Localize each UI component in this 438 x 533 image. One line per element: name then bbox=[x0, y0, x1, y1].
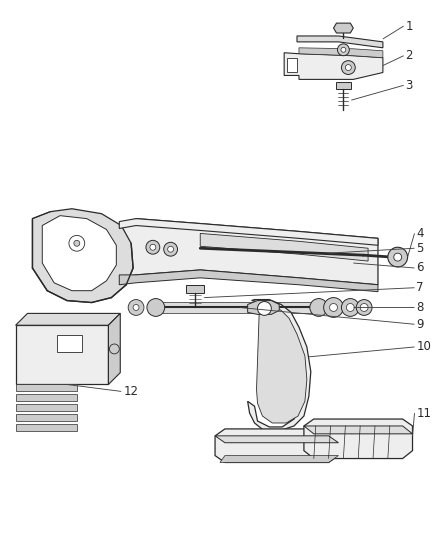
Circle shape bbox=[258, 302, 271, 316]
Circle shape bbox=[356, 300, 372, 316]
Polygon shape bbox=[336, 83, 351, 89]
Polygon shape bbox=[299, 48, 383, 58]
Circle shape bbox=[346, 303, 354, 311]
Polygon shape bbox=[187, 285, 204, 293]
Text: 4: 4 bbox=[417, 227, 424, 240]
Polygon shape bbox=[257, 304, 307, 423]
Circle shape bbox=[342, 61, 355, 75]
Polygon shape bbox=[200, 233, 368, 261]
Polygon shape bbox=[16, 313, 120, 325]
Circle shape bbox=[150, 244, 156, 250]
Polygon shape bbox=[119, 219, 378, 285]
Text: 7: 7 bbox=[417, 281, 424, 294]
Text: 1: 1 bbox=[406, 20, 413, 33]
Polygon shape bbox=[16, 414, 77, 421]
Polygon shape bbox=[119, 219, 378, 245]
Circle shape bbox=[324, 297, 343, 317]
Polygon shape bbox=[215, 429, 339, 463]
Circle shape bbox=[146, 240, 160, 254]
Circle shape bbox=[164, 243, 177, 256]
Polygon shape bbox=[16, 424, 77, 431]
Polygon shape bbox=[156, 302, 319, 313]
Text: 6: 6 bbox=[417, 262, 424, 274]
Circle shape bbox=[310, 298, 328, 317]
Polygon shape bbox=[304, 419, 413, 458]
Circle shape bbox=[110, 344, 119, 354]
Circle shape bbox=[388, 247, 408, 267]
Polygon shape bbox=[247, 301, 279, 314]
Circle shape bbox=[337, 44, 350, 56]
Polygon shape bbox=[333, 23, 353, 33]
Circle shape bbox=[128, 300, 144, 316]
Text: 8: 8 bbox=[417, 301, 424, 314]
Polygon shape bbox=[247, 300, 311, 431]
Text: 5: 5 bbox=[417, 242, 424, 255]
Polygon shape bbox=[16, 404, 77, 411]
Circle shape bbox=[346, 64, 351, 70]
Polygon shape bbox=[304, 426, 413, 434]
Circle shape bbox=[342, 298, 359, 317]
Circle shape bbox=[168, 246, 173, 252]
Circle shape bbox=[394, 253, 402, 261]
Circle shape bbox=[360, 303, 368, 311]
Circle shape bbox=[69, 236, 85, 251]
Circle shape bbox=[133, 304, 139, 310]
Polygon shape bbox=[16, 384, 77, 391]
Text: 3: 3 bbox=[406, 79, 413, 92]
Polygon shape bbox=[297, 36, 383, 48]
Polygon shape bbox=[119, 270, 378, 292]
Circle shape bbox=[147, 298, 165, 317]
Polygon shape bbox=[42, 216, 117, 290]
Text: 9: 9 bbox=[417, 318, 424, 331]
Polygon shape bbox=[32, 209, 133, 303]
Circle shape bbox=[341, 47, 346, 52]
Text: 12: 12 bbox=[123, 385, 138, 398]
Text: 2: 2 bbox=[406, 49, 413, 62]
Text: 11: 11 bbox=[417, 407, 431, 419]
Polygon shape bbox=[284, 53, 383, 79]
Circle shape bbox=[329, 303, 337, 311]
Polygon shape bbox=[109, 313, 120, 384]
Polygon shape bbox=[57, 335, 82, 352]
Circle shape bbox=[74, 240, 80, 246]
Polygon shape bbox=[287, 58, 297, 71]
Polygon shape bbox=[16, 325, 109, 384]
Text: 10: 10 bbox=[417, 341, 431, 353]
Polygon shape bbox=[220, 456, 339, 463]
Polygon shape bbox=[215, 436, 339, 443]
Polygon shape bbox=[16, 394, 77, 401]
